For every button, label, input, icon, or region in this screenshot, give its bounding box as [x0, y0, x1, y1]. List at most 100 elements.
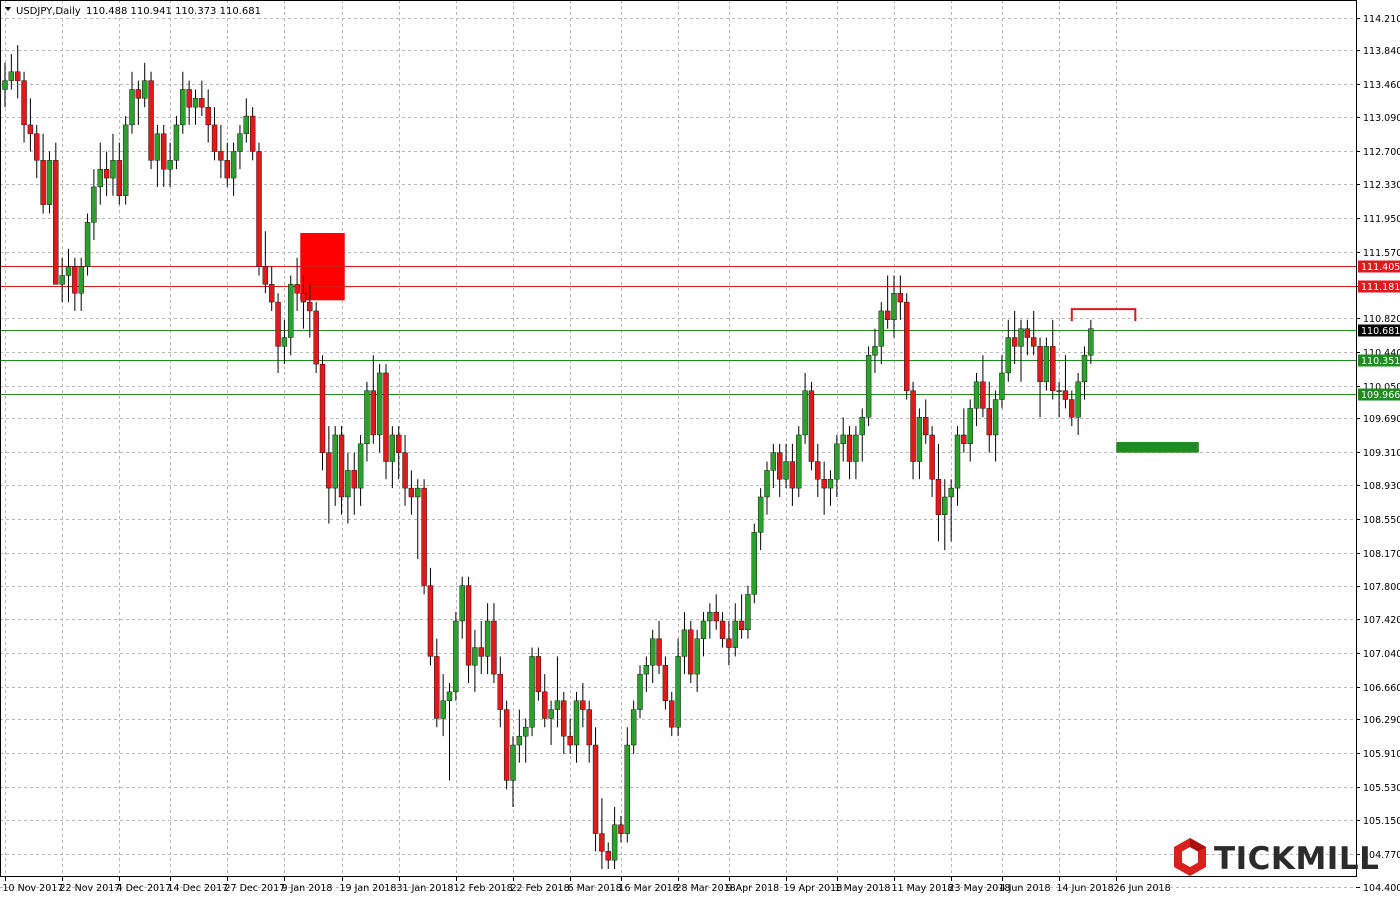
candle-body	[840, 434, 846, 445]
price-tick-label: 113.840	[1363, 46, 1400, 57]
candle	[408, 470, 415, 515]
candle	[675, 638, 681, 737]
candle	[796, 426, 802, 497]
candle-body	[249, 115, 256, 152]
candle	[269, 266, 275, 311]
candle-body	[211, 124, 218, 152]
price-tick-label: 112.330	[1363, 180, 1400, 191]
candle	[789, 443, 796, 506]
price-tick-label: 107.800	[1363, 582, 1400, 593]
price-tick-label: 113.090	[1363, 113, 1400, 124]
level-label-resistance-111405: 111.405	[1361, 262, 1400, 273]
candle-body	[923, 417, 929, 436]
candle-body	[992, 399, 999, 436]
candle	[973, 372, 980, 427]
candle-body	[1075, 381, 1081, 418]
candle	[211, 107, 218, 161]
price-tick-label: 105.910	[1363, 749, 1400, 760]
candle	[719, 612, 726, 648]
candle-body	[954, 434, 961, 489]
candle	[154, 124, 161, 187]
candle-body	[421, 487, 427, 586]
candle-body	[859, 417, 865, 436]
candle	[78, 257, 84, 311]
candle	[1069, 390, 1075, 427]
candle	[1037, 337, 1043, 418]
date-tick-label: 22 Feb 2018	[511, 883, 570, 894]
candle	[846, 426, 853, 480]
candle-body	[148, 80, 154, 161]
candle	[389, 426, 396, 489]
candle-body	[980, 381, 986, 409]
price-tick-label: 109.310	[1363, 448, 1400, 459]
candle	[497, 656, 503, 728]
candle-body	[529, 656, 535, 728]
candle	[992, 390, 999, 462]
candle-body	[408, 487, 415, 498]
candle	[434, 638, 440, 728]
candle-body	[580, 700, 586, 710]
candle	[345, 452, 351, 524]
date-tick-label: 9 Jan 2018	[282, 883, 333, 894]
candle	[643, 656, 650, 692]
price-tick-label: 106.660	[1363, 683, 1400, 694]
date-tick-label: 14 Jun 2018	[1057, 883, 1114, 894]
candle	[332, 426, 338, 506]
candle-layer	[2, 45, 1094, 870]
green-target-zone	[1116, 442, 1199, 453]
candle-body	[719, 620, 726, 639]
candle-body	[783, 461, 789, 480]
candle-body	[84, 222, 91, 267]
candle	[897, 275, 904, 320]
level-label-bg	[1358, 354, 1400, 367]
candle-body	[91, 186, 97, 223]
candle-body	[630, 709, 637, 746]
date-tick-label: 26 Jun 2018	[1114, 883, 1171, 894]
candle-body	[827, 479, 834, 489]
candle	[611, 807, 618, 870]
candle-body	[846, 434, 853, 462]
candle	[59, 257, 65, 303]
candle	[1018, 319, 1024, 382]
candle	[116, 142, 123, 205]
dropdown-triangle-icon[interactable]	[5, 7, 11, 11]
candle-body	[599, 833, 605, 852]
candle-body	[796, 434, 802, 489]
candle-body	[141, 80, 148, 99]
level-label-bg	[1358, 388, 1400, 401]
candle	[446, 682, 453, 781]
candle-body	[97, 168, 103, 188]
candle-body	[853, 434, 859, 462]
date-tick-label: 4 Dec 2017	[117, 883, 172, 894]
candle-body	[554, 700, 561, 710]
candle	[783, 443, 789, 489]
candle	[148, 71, 154, 170]
candle	[180, 71, 186, 134]
candle-body	[53, 160, 59, 285]
candle-body	[186, 89, 192, 108]
candle-body	[440, 700, 446, 719]
candle-body	[1081, 355, 1088, 383]
candle	[872, 328, 878, 373]
date-tick-label: 27 Dec 2017	[225, 883, 286, 894]
candle	[129, 71, 135, 134]
candle-body	[59, 275, 65, 285]
price-tick-label: 107.040	[1363, 649, 1400, 660]
candle	[484, 603, 491, 675]
candle-body	[516, 735, 523, 746]
candle	[694, 629, 700, 692]
candle	[8, 54, 15, 90]
candle-body	[313, 310, 319, 365]
candle	[199, 80, 205, 117]
price-tick-label: 108.550	[1363, 515, 1400, 526]
candle-body	[338, 434, 345, 498]
candle-body	[821, 479, 827, 489]
candle	[542, 674, 548, 728]
price-tick-label: 113.460	[1363, 80, 1400, 91]
candle-body	[751, 532, 757, 595]
candle	[961, 408, 967, 453]
price-tick-label: 110.820	[1363, 314, 1400, 325]
